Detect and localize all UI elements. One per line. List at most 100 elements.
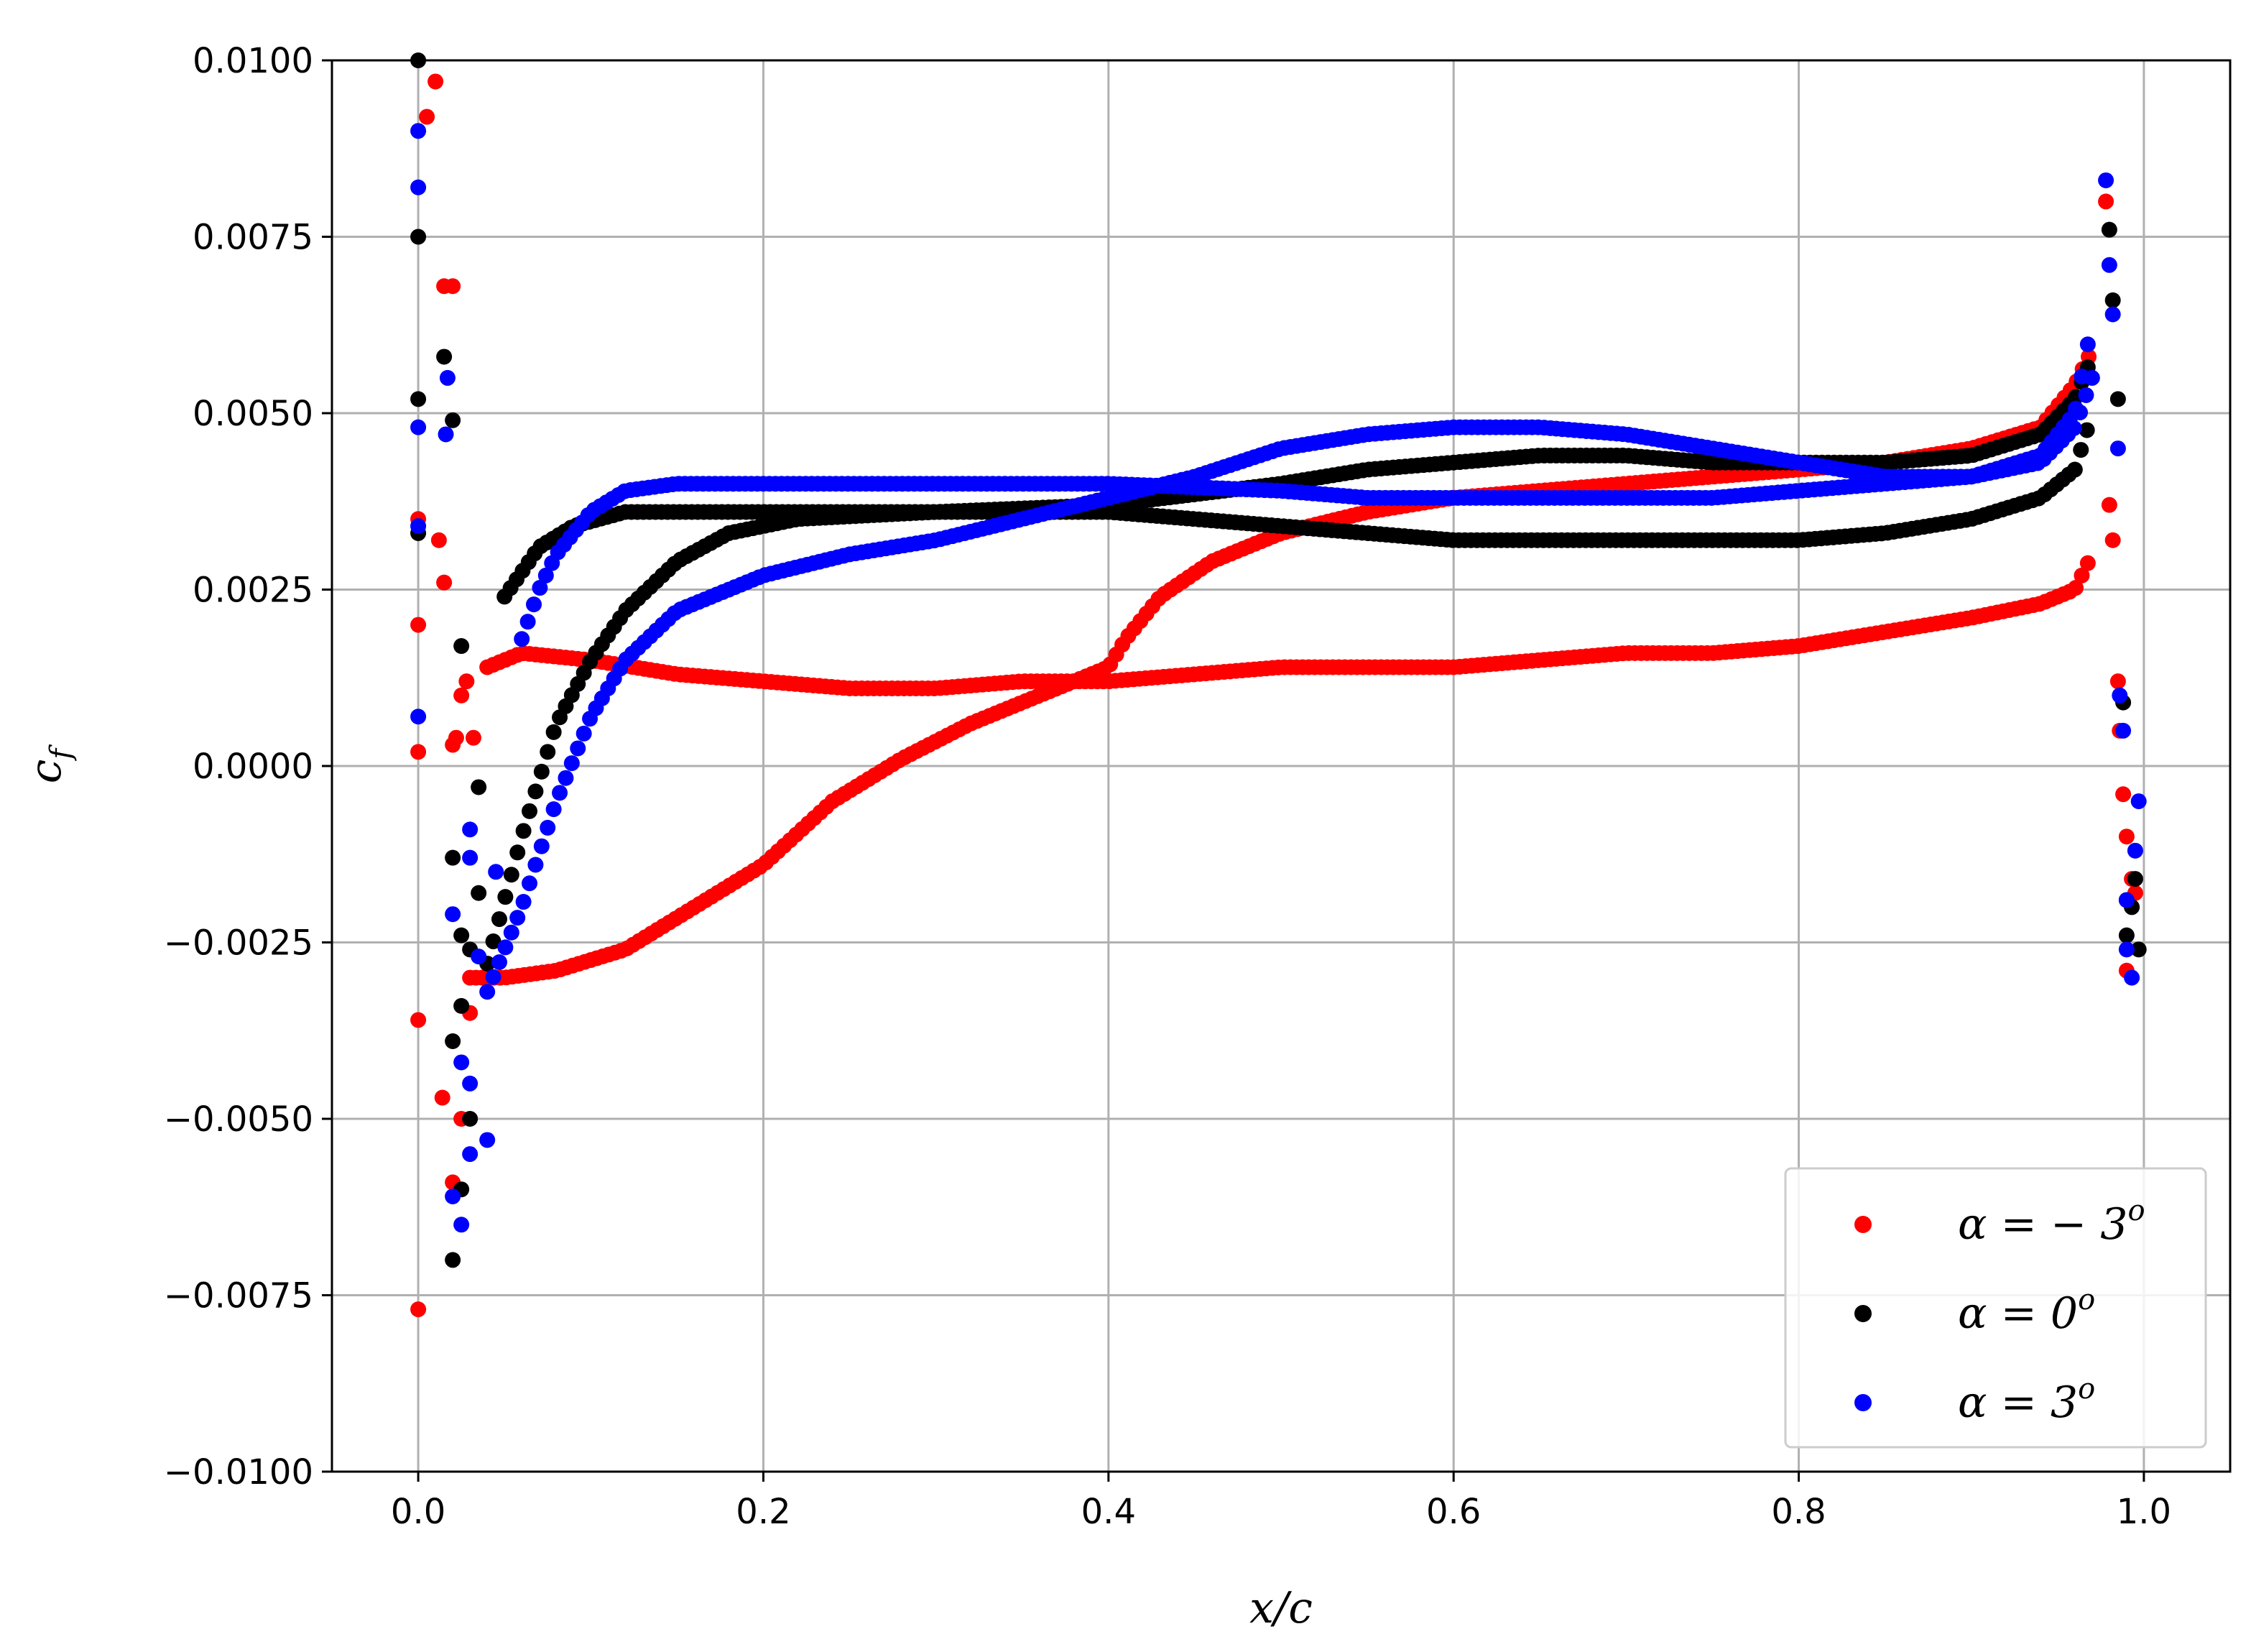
data-point xyxy=(445,412,461,428)
data-point xyxy=(453,997,470,1014)
data-point xyxy=(471,949,487,965)
data-point xyxy=(479,1132,496,1148)
legend-marker xyxy=(1854,1394,1872,1411)
data-point xyxy=(2118,892,2135,908)
x-axis-label: x/c xyxy=(1249,1583,1313,1633)
data-point xyxy=(445,1252,461,1268)
data-point xyxy=(410,709,427,725)
data-point xyxy=(522,803,538,819)
y-tick-label: 0.0100 xyxy=(193,41,313,81)
data-point xyxy=(410,1012,427,1028)
data-point xyxy=(465,729,481,746)
data-point xyxy=(462,1075,479,1092)
data-point xyxy=(2104,292,2121,308)
data-point xyxy=(471,885,487,901)
data-point xyxy=(2127,842,2143,859)
data-point xyxy=(2079,336,2096,353)
legend-marker xyxy=(1854,1305,1872,1322)
y-tick-label: 0.0000 xyxy=(193,747,313,787)
data-point xyxy=(462,1146,479,1163)
y-tick-label: 0.0075 xyxy=(193,218,313,258)
data-point xyxy=(519,614,536,630)
data-point xyxy=(552,785,568,801)
data-point xyxy=(2074,567,2090,583)
data-point xyxy=(540,744,556,760)
data-point xyxy=(2130,941,2147,958)
data-point xyxy=(509,844,526,861)
data-point xyxy=(458,673,475,690)
data-point xyxy=(2124,969,2140,986)
data-point xyxy=(462,821,479,838)
data-point xyxy=(2104,532,2121,548)
data-point xyxy=(410,123,427,139)
legend: α = − 3o α = 0o α = 3o xyxy=(1784,1167,2207,1449)
data-point xyxy=(410,617,427,633)
data-point xyxy=(570,740,586,757)
y-tick-label: −0.0025 xyxy=(164,923,313,964)
legend-box xyxy=(1784,1167,2207,1449)
x-tick-label: 0.8 xyxy=(1771,1492,1826,1532)
data-point xyxy=(453,1217,470,1233)
data-point xyxy=(439,369,456,386)
data-point xyxy=(453,927,470,943)
y-axis-label-main: c xyxy=(21,760,71,784)
data-point xyxy=(533,838,550,854)
data-point xyxy=(558,770,574,786)
x-tick-label: 0.2 xyxy=(736,1492,790,1532)
data-point xyxy=(2118,829,2135,845)
data-point xyxy=(419,109,435,125)
data-point xyxy=(471,779,487,795)
data-point xyxy=(485,933,501,950)
data-point xyxy=(2115,786,2132,803)
data-point xyxy=(2079,422,2095,438)
data-point xyxy=(2101,221,2117,238)
data-point xyxy=(515,894,532,910)
y-tick-label: 0.0025 xyxy=(193,571,313,611)
data-point xyxy=(2098,193,2114,210)
data-point xyxy=(2073,442,2089,458)
data-point xyxy=(515,823,532,839)
data-point xyxy=(533,763,550,780)
data-point xyxy=(453,687,470,703)
data-point xyxy=(527,783,544,800)
data-point xyxy=(540,819,556,836)
data-point xyxy=(2068,580,2084,596)
data-point xyxy=(427,73,444,90)
data-point xyxy=(2078,387,2094,403)
data-point xyxy=(410,744,427,760)
data-point xyxy=(2127,871,2143,887)
data-point xyxy=(410,1301,427,1318)
data-point xyxy=(445,278,461,295)
y-tick-label: −0.0075 xyxy=(164,1276,313,1316)
data-point xyxy=(2079,555,2096,571)
data-point xyxy=(448,729,464,746)
legend-label: α = 3o xyxy=(1958,1372,2095,1428)
data-point xyxy=(445,1033,461,1049)
data-point xyxy=(2098,172,2114,188)
data-point xyxy=(497,939,514,956)
x-tick-label: 0.6 xyxy=(1426,1492,1481,1532)
legend-marker xyxy=(1854,1216,1872,1233)
data-point xyxy=(410,391,427,407)
data-point xyxy=(485,969,501,985)
data-point xyxy=(576,725,592,742)
data-point xyxy=(2109,673,2126,690)
data-point xyxy=(430,532,447,548)
legend-label: α = 0o xyxy=(1958,1283,2095,1339)
data-point xyxy=(503,867,519,883)
data-point xyxy=(436,349,453,365)
data-point xyxy=(436,574,453,591)
data-point xyxy=(410,419,427,435)
data-point xyxy=(2118,927,2135,943)
data-point xyxy=(434,1089,450,1106)
y-axis-label: cf xyxy=(21,744,78,784)
data-point xyxy=(2101,497,2117,513)
data-point xyxy=(497,889,514,905)
data-point xyxy=(445,849,461,866)
data-point xyxy=(462,849,479,866)
x-tick-label: 0.0 xyxy=(391,1492,445,1532)
data-points xyxy=(410,52,2147,1318)
data-point xyxy=(410,229,427,245)
x-tick-label: 0.4 xyxy=(1081,1492,1136,1532)
